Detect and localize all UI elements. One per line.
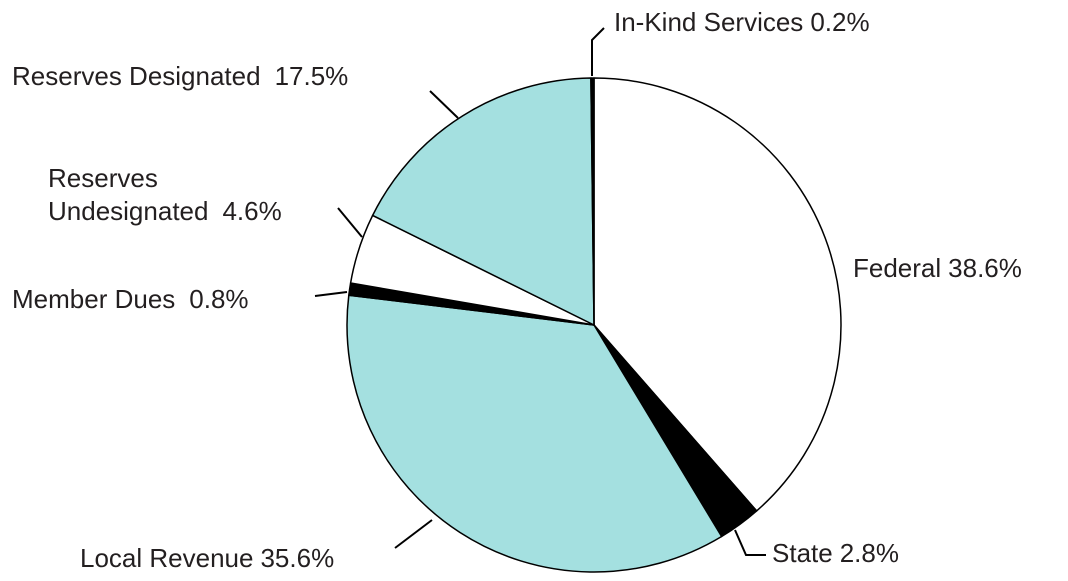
slice-label: Member Dues	[12, 284, 175, 314]
leader-line	[314, 291, 348, 297]
value-label: 0.2%	[810, 7, 869, 37]
value-label: 0.8%	[189, 284, 248, 314]
value-label: 4.6%	[222, 196, 281, 226]
leader-line	[591, 27, 605, 76]
pie-slice	[371, 77, 595, 326]
value-label: 38.6%	[948, 253, 1022, 283]
value-label: 2.8%	[840, 538, 899, 568]
slice-label: Reserves Undesignated	[48, 163, 208, 226]
value-label: 35.6%	[260, 543, 334, 573]
leader-line	[337, 207, 363, 238]
pie-slice	[593, 77, 842, 512]
slice-label: Local Revenue	[80, 543, 253, 573]
leader-line	[394, 519, 433, 549]
slice-label: Reserves Designated	[12, 61, 261, 91]
value-label: 17.5%	[275, 61, 349, 91]
pie-slice	[346, 294, 723, 573]
pie-slice	[590, 77, 595, 326]
leader-line	[429, 90, 459, 119]
slice-label: In-Kind Services	[614, 7, 803, 37]
slice-label: Federal	[853, 253, 941, 283]
slice-label: State	[772, 538, 833, 568]
leader-line	[734, 529, 766, 556]
